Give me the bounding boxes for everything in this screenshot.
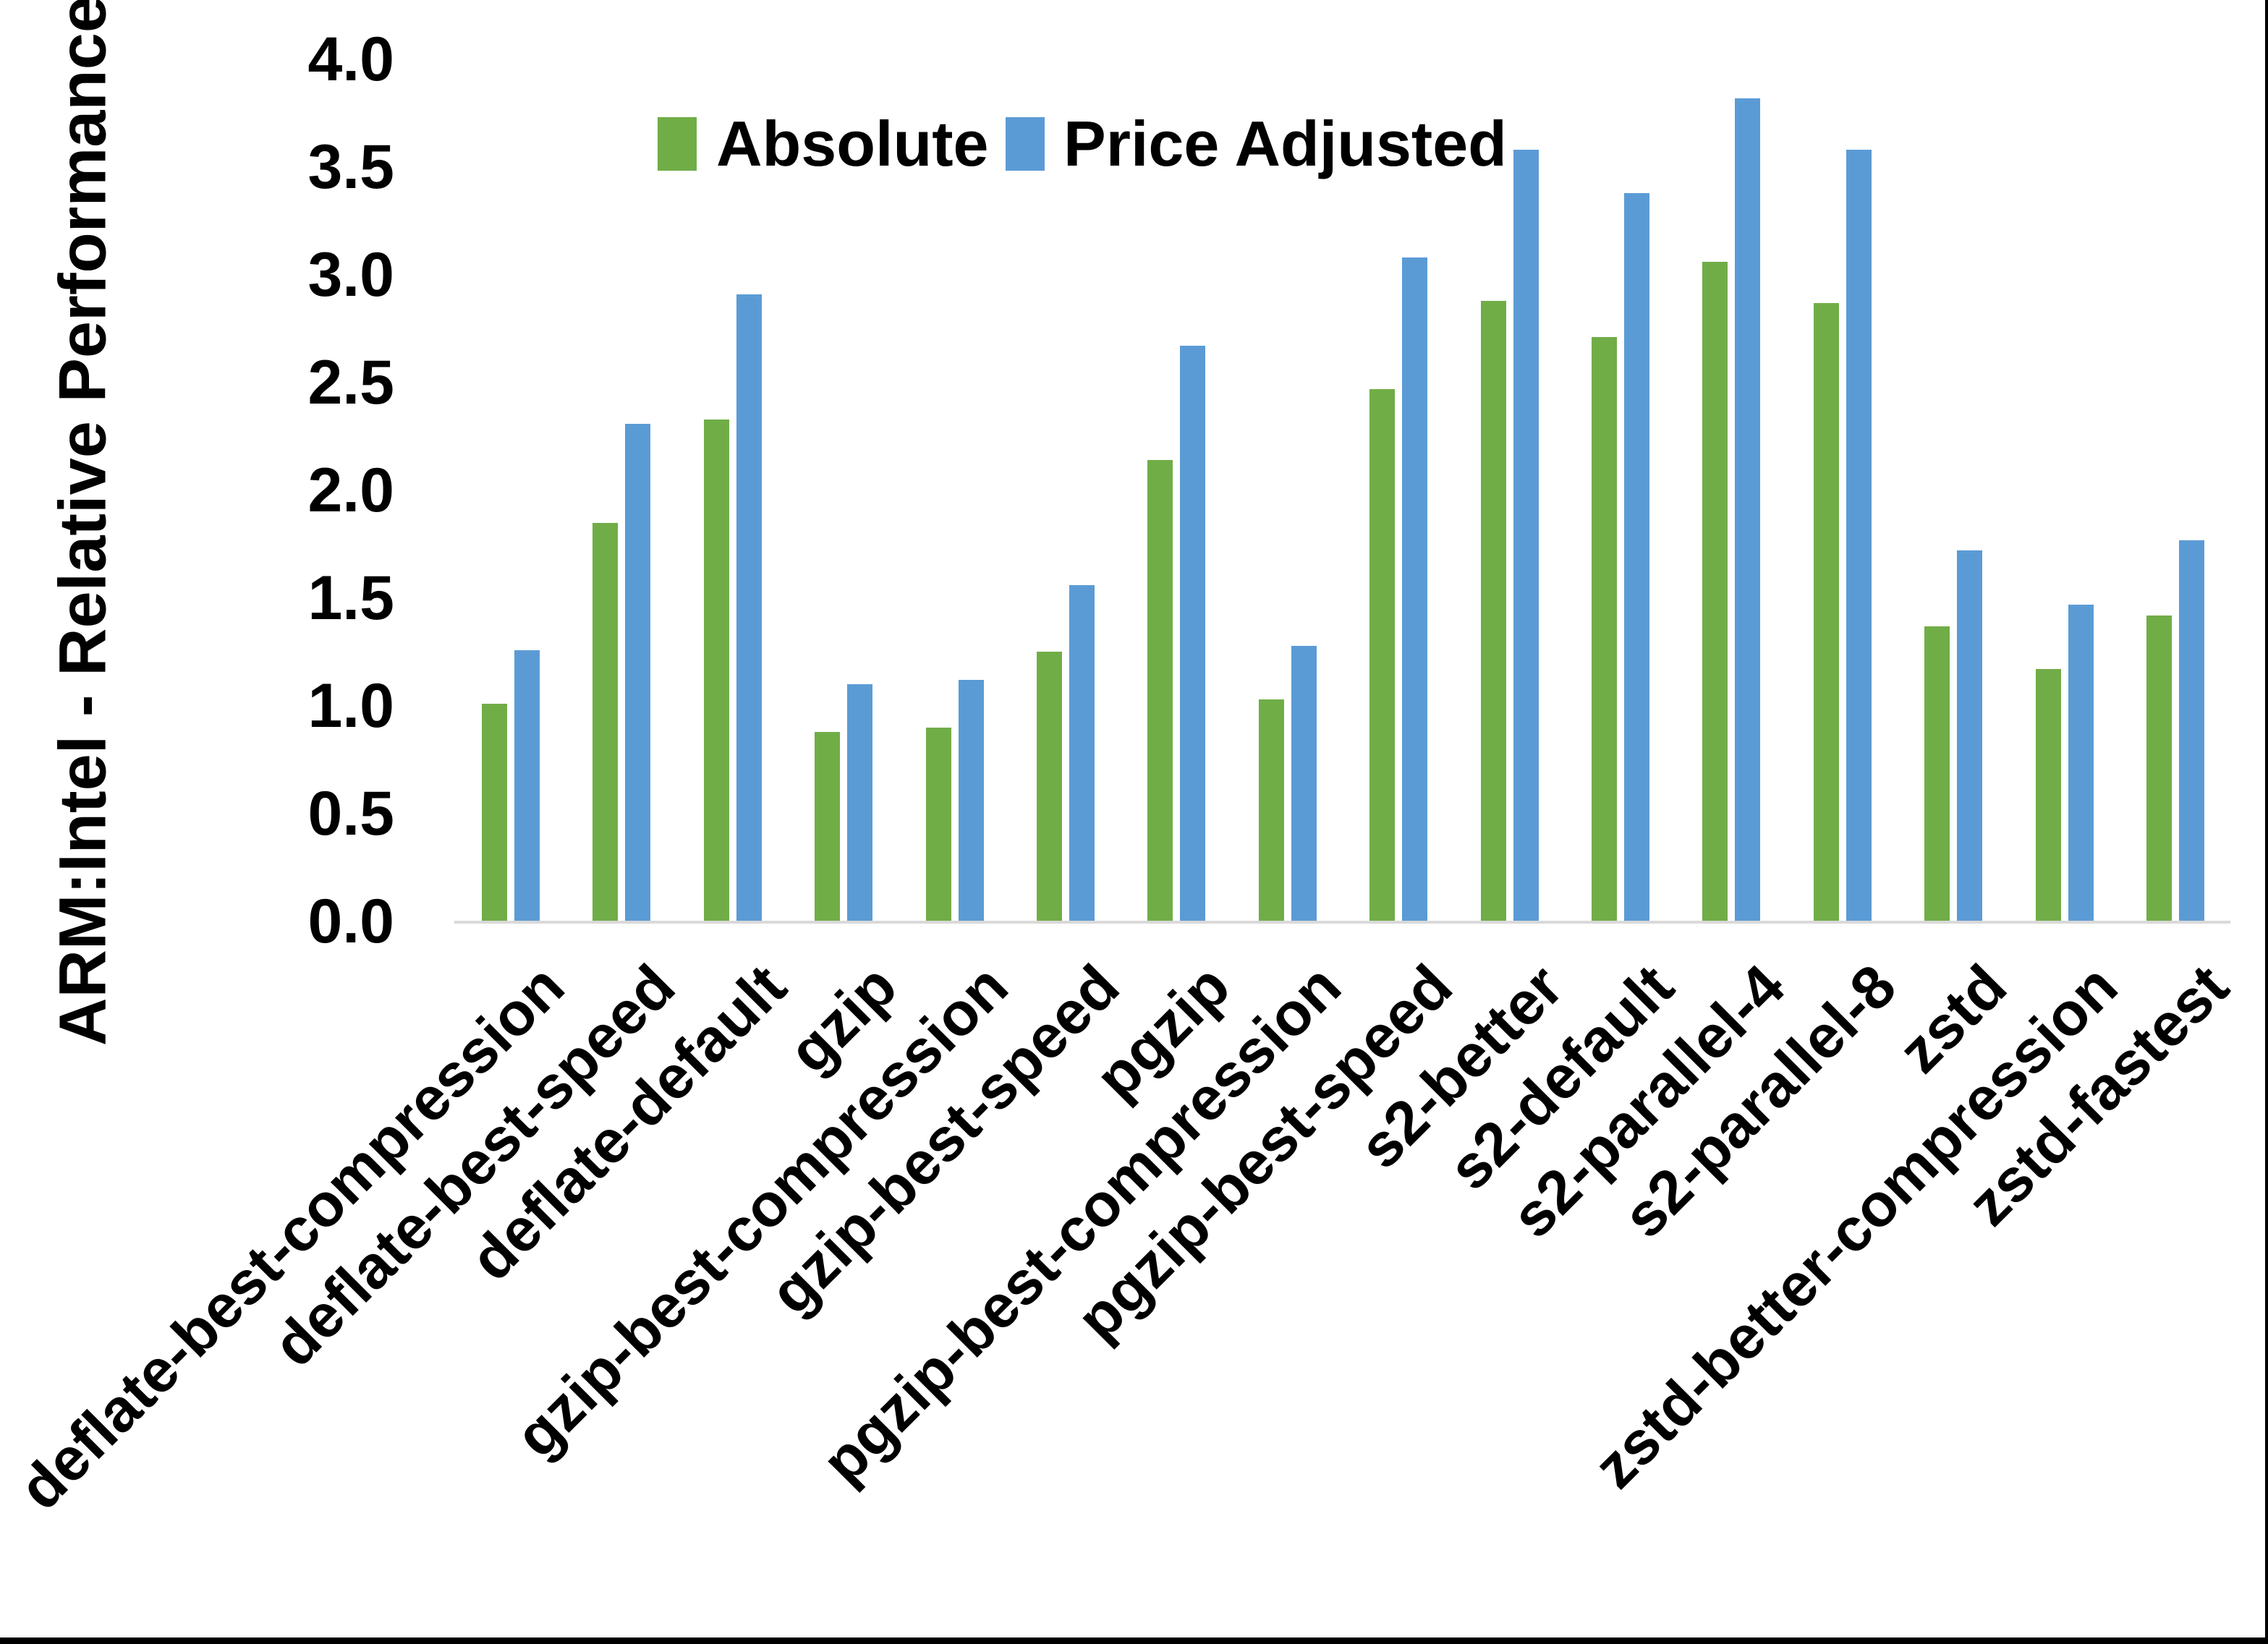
legend-swatch-price-adjusted [1006,117,1045,171]
bar-price-adjusted-deflate-best-compression [514,650,540,921]
y-tick-label-4.0: 4.0 [307,25,394,94]
bar-price-adjusted-zstd-fastest [2179,540,2204,921]
legend-label-price-adjusted: Price Adjusted [1063,108,1507,179]
bar-price-adjusted-deflate-best-speed [625,424,650,921]
bar-price-adjusted-gzip [847,684,872,921]
bar-absolute-zstd-fastest [2146,616,2172,921]
bar-price-adjusted-s2-default [1624,193,1649,921]
x-axis-line [454,921,2230,924]
bar-price-adjusted-pgzip-best-compression [1291,646,1317,921]
y-tick-label-0.5: 0.5 [307,779,394,848]
y-axis-title: ARM:Intel - Relative Performance [46,0,120,1046]
bar-absolute-s2-parallel-4 [1702,262,1728,921]
bar-absolute-deflate-default [704,419,729,921]
bar-price-adjusted-gzip-best-speed [1069,585,1095,921]
legend-swatch-absolute [658,117,697,171]
bar-absolute-gzip [815,732,840,921]
y-tick-label-2.0: 2.0 [307,456,394,525]
bar-price-adjusted-s2-better [1513,150,1539,921]
bar-price-adjusted-pgzip [1180,346,1205,921]
y-tick-label-2.5: 2.5 [307,348,394,417]
bar-absolute-s2-better [1481,301,1506,921]
bar-absolute-pgzip-best-speed [1369,389,1395,921]
y-tick-label-3.5: 3.5 [307,132,394,202]
bar-absolute-s2-default [1592,337,1617,921]
bar-absolute-s2-parallel-8 [1814,303,1839,921]
y-tick-label-0.0: 0.0 [307,887,394,956]
bar-absolute-pgzip-best-compression [1259,699,1284,921]
bar-price-adjusted-s2-parallel-8 [1846,150,1872,921]
bar-price-adjusted-deflate-default [736,294,762,921]
y-tick-label-3.0: 3.0 [307,240,394,310]
legend-label-absolute: Absolute [716,108,989,179]
bar-absolute-zstd-better-compression [2036,669,2061,921]
bar-price-adjusted-gzip-best-compression [959,680,984,921]
bar-absolute-deflate-best-speed [593,523,618,921]
bar-absolute-zstd [1924,626,1950,921]
bar-absolute-deflate-best-compression [482,704,507,921]
bar-price-adjusted-zstd [1957,550,1982,921]
bar-absolute-gzip-best-compression [926,728,951,921]
bar-absolute-pgzip [1147,460,1173,921]
bar-absolute-gzip-best-speed [1037,652,1062,921]
bar-price-adjusted-zstd-better-compression [2068,605,2094,921]
y-tick-label-1.5: 1.5 [307,563,394,633]
bar-price-adjusted-s2-parallel-4 [1735,98,1760,921]
y-tick-label-1.0: 1.0 [307,671,394,741]
bar-price-adjusted-pgzip-best-speed [1402,257,1427,921]
